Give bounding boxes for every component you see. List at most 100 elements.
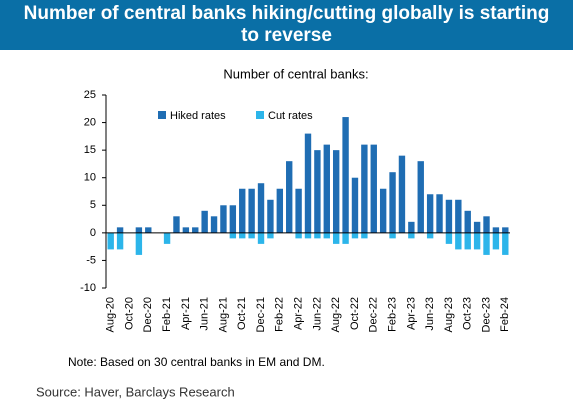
bar [426,232,434,239]
bar [445,232,453,244]
bar [342,117,349,233]
bar [502,232,509,255]
bar [295,232,302,239]
bar [473,221,481,233]
bar [220,205,227,233]
bar [210,216,218,233]
bar [389,172,396,233]
y-tick-label: -10 [80,282,96,294]
bar [173,216,180,233]
bar [304,133,312,233]
bar [248,188,255,233]
x-tick-label: Apr-23 [405,297,417,330]
x-tick-label: Aug-22 [330,297,342,332]
x-tick-label: Dec-23 [480,297,492,332]
x-tick-label: Dec-22 [368,297,380,332]
bar [229,205,237,233]
x-tick-label: Feb-24 [499,297,511,332]
bar [239,232,246,239]
bar [464,210,471,233]
bar [323,144,330,233]
bar [239,188,246,233]
x-tick-label: Jun-23 [424,297,436,331]
bar [107,232,114,250]
y-tick-label: -5 [86,254,96,266]
bar [135,232,143,255]
bar [483,216,490,233]
bar [304,232,312,239]
bar [473,232,481,250]
source: Source: Haver, Barclays Research [36,384,235,399]
bar [445,199,453,233]
bar [229,232,237,239]
note: Note: Based on 30 central banks in EM an… [68,355,325,369]
bar [314,150,321,233]
bar [351,177,359,233]
bar [455,199,462,233]
bar [257,183,265,233]
y-tick-label: 10 [84,172,96,184]
x-tick-label: Oct-22 [349,297,361,330]
bar [267,199,274,233]
bar [408,232,415,239]
bar [248,232,255,239]
bar [145,227,152,233]
bar [436,194,443,233]
y-tick-label: 0 [90,227,96,239]
bar [370,144,377,233]
x-tick-label: Dec-20 [142,297,154,332]
bar [332,150,340,233]
x-tick-label: Jun-22 [311,297,323,331]
bar [163,232,171,244]
x-tick-label: Feb-23 [386,297,398,332]
bar [276,188,284,233]
bar [182,227,190,233]
bar [492,227,500,233]
bar [323,232,330,239]
y-tick-label: 25 [84,89,96,101]
x-tick-label: Apr-22 [293,297,305,330]
bar [351,232,359,239]
x-tick-label: Oct-23 [462,297,474,330]
x-tick-label: Jun-21 [199,297,211,331]
legend-swatch [256,111,264,119]
x-tick-label: Oct-20 [123,297,135,330]
bar [389,232,396,239]
bar [314,232,321,239]
bar [492,232,500,250]
bar [379,188,387,233]
bar [361,144,368,233]
x-tick-label: Feb-21 [161,297,173,332]
bar [483,232,490,255]
chart-subtitle: Number of central banks: [223,66,368,81]
bar [398,155,406,233]
bar [257,232,265,244]
bar [116,232,124,250]
y-tick-label: 20 [84,116,96,128]
x-tick-label: Aug-20 [105,297,117,332]
bar [417,161,424,233]
x-tick-label: Aug-21 [217,297,229,332]
bar [192,227,199,233]
x-tick-label: Apr-21 [180,297,192,330]
bar [201,210,208,233]
bar [342,232,349,244]
bar [408,221,415,233]
bar [286,161,293,233]
x-tick-label: Aug-23 [443,297,455,332]
legend-label: Hiked rates [170,110,226,122]
legend-label: Cut rates [268,110,313,122]
legend-swatch [158,111,166,119]
bar [502,227,509,233]
bar [295,188,302,233]
y-tick-label: 5 [90,199,96,211]
bar [135,227,143,233]
title: Number of central banks hiking/cutting g… [0,0,573,50]
bar [455,232,462,250]
bar [464,232,471,250]
bar [116,227,124,233]
bar [426,194,434,233]
x-tick-label: Dec-21 [255,297,267,332]
